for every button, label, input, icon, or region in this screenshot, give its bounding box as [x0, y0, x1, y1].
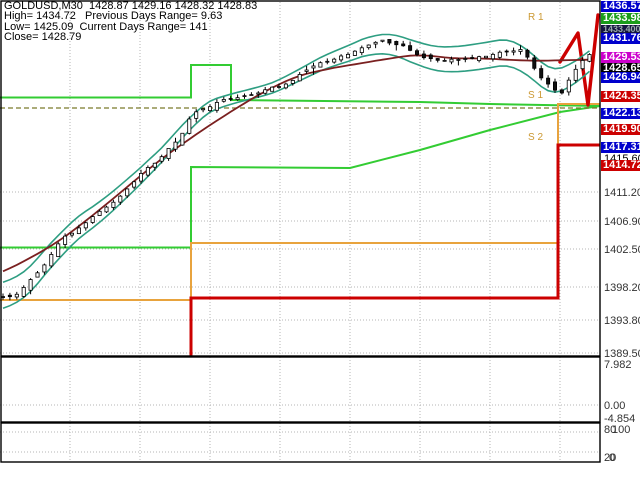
svg-text:R 1: R 1 [528, 12, 544, 23]
svg-text:S 1: S 1 [528, 90, 543, 101]
svg-text:S 2: S 2 [528, 132, 543, 143]
